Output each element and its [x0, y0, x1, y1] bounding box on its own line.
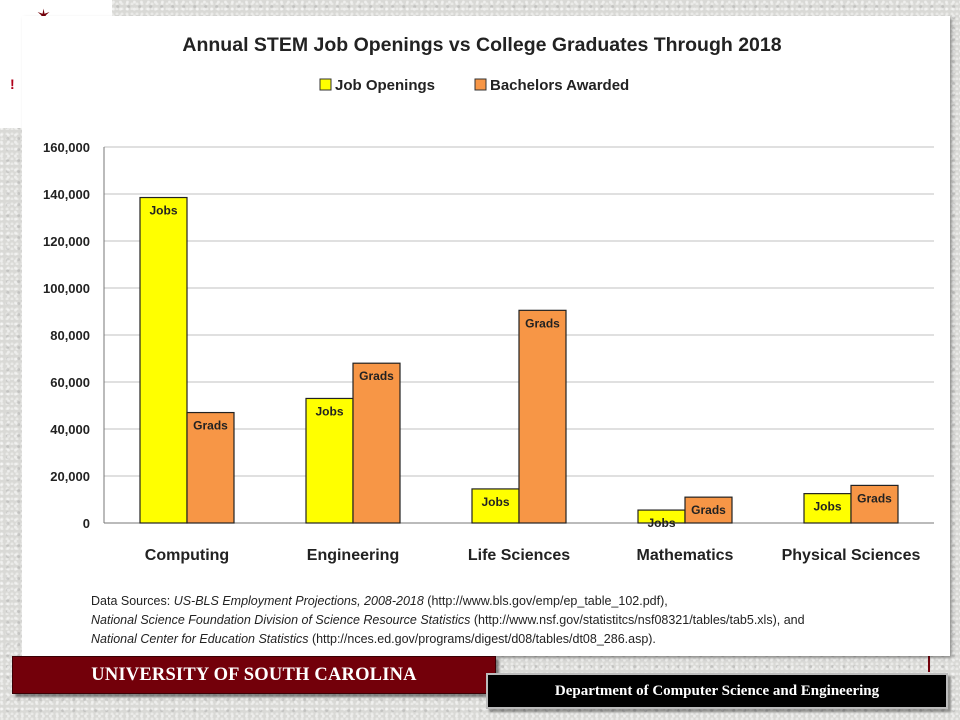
- bar-job-openings-life-sciences: [471, 488, 520, 524]
- data-source-segment: (http://www.nsf.gov/statistitcs/nsf08321…: [470, 613, 804, 627]
- legend-label-bachelors-awarded: Bachelors Awarded: [490, 77, 629, 94]
- chart-card: Annual STEM Job Openings vs College Grad…: [22, 16, 950, 656]
- x-tick-label: Computing: [145, 547, 229, 564]
- bar-label-job-openings-engineering: Jobs: [315, 404, 343, 418]
- chart-legend: Job Openings Bachelors Awarded: [319, 77, 629, 94]
- y-tick-label: 40,000: [50, 422, 90, 437]
- x-tick-label: Physical Sciences: [782, 547, 921, 564]
- data-source-segment: US-BLS Employment Projections, 2008-2018: [174, 594, 424, 608]
- university-name: UNIVERSITY OF SOUTH CAROLINA: [91, 664, 417, 685]
- bar-bachelors-awarded-computing: [186, 411, 235, 524]
- y-tick-label: 160,000: [43, 140, 90, 155]
- legend-label-job-openings: Job Openings: [335, 77, 435, 94]
- y-tick-label: 60,000: [50, 375, 90, 390]
- bar-bachelors-awarded-physical-sciences: [850, 484, 899, 524]
- data-source-line: National Center for Education Statistics…: [91, 632, 656, 646]
- data-source-segment: National Center for Education Statistics: [91, 632, 308, 646]
- bar-job-openings-computing: [139, 196, 188, 524]
- department-name: Department of Computer Science and Engin…: [554, 682, 880, 699]
- bar-bachelors-awarded-engineering: [352, 362, 401, 524]
- bar-bachelors-awarded-mathematics: [684, 496, 733, 524]
- x-axis-ticks: Computing Engineering Life Sciences Mathema…: [145, 547, 921, 564]
- legend-swatch-job-openings: [319, 78, 332, 91]
- bar-job-openings-physical-sciences: [803, 493, 852, 524]
- bar-bachelors-awarded-life-sciences: [518, 309, 567, 524]
- data-source-segment: Data Sources:: [91, 594, 174, 608]
- university-banner: UNIVERSITY OF SOUTH CAROLINA: [12, 656, 496, 694]
- bar-label-job-openings-life-sciences: Jobs: [481, 495, 509, 509]
- x-tick-label: Engineering: [307, 547, 399, 564]
- legend-swatch-bachelors-awarded: [474, 78, 487, 91]
- data-source-segment: (http://www.bls.gov/emp/ep_table_102.pdf…: [424, 594, 668, 608]
- stem-jobs-chart: Annual STEM Job Openings vs College Grad…: [43, 34, 934, 646]
- data-source-segment: (http://nces.ed.gov/programs/digest/d08/…: [308, 632, 655, 646]
- bar-label-job-openings-computing: Jobs: [149, 204, 177, 218]
- y-axis-ticks: 0 20,000 40,000 60,000 80,000 100,000 120,000 1…: [43, 140, 90, 531]
- data-source-line: Data Sources: US-BLS Employment Projecti…: [91, 594, 668, 608]
- bar-label-bachelors-awarded-physical-sciences: Grads: [857, 491, 892, 505]
- chart-title: Annual STEM Job Openings vs College Grad…: [182, 34, 781, 56]
- bar-label-bachelors-awarded-engineering: Grads: [359, 369, 394, 383]
- y-tick-label: 0: [83, 516, 90, 531]
- y-tick-label: 100,000: [43, 281, 90, 296]
- y-tick-label: 140,000: [43, 187, 90, 202]
- bar-label-bachelors-awarded-life-sciences: Grads: [525, 316, 560, 330]
- data-source-line: National Science Foundation Division of …: [91, 613, 805, 627]
- bar-label-bachelors-awarded-mathematics: Grads: [691, 503, 726, 517]
- chart-bars: Jobs Grads Jobs Grads Jobs Grads Jobs Grads Jobs…: [139, 196, 899, 530]
- data-sources-note: Data Sources: US-BLS Employment Projecti…: [91, 594, 805, 646]
- y-tick-label: 20,000: [50, 469, 90, 484]
- bar-label-job-openings-mathematics: Jobs: [647, 516, 675, 530]
- bar-label-job-openings-physical-sciences: Jobs: [813, 500, 841, 514]
- maroon-rule: [928, 652, 930, 672]
- x-tick-label: Life Sciences: [468, 547, 570, 564]
- logo-mark-icon: !: [10, 76, 15, 92]
- department-banner: Department of Computer Science and Engin…: [486, 673, 948, 709]
- y-tick-label: 80,000: [50, 328, 90, 343]
- y-tick-label: 120,000: [43, 234, 90, 249]
- x-tick-label: Mathematics: [637, 547, 734, 564]
- bar-label-bachelors-awarded-computing: Grads: [193, 419, 228, 433]
- data-source-segment: National Science Foundation Division of …: [91, 613, 470, 627]
